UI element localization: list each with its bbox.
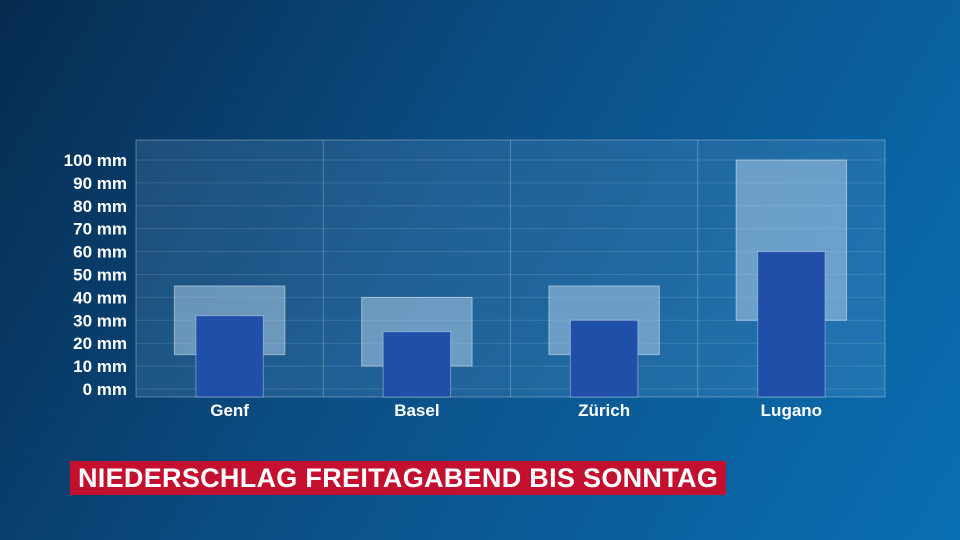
bar-genf — [195, 315, 264, 398]
x-tick-label: Genf — [210, 401, 249, 420]
y-tick-label: 0 mm — [83, 380, 127, 399]
x-axis: Genf Basel Zürich Lugano — [210, 401, 822, 420]
y-tick-label: 10 mm — [73, 357, 127, 376]
x-tick-label: Zürich — [578, 401, 630, 420]
bar-zürich — [569, 319, 639, 398]
y-tick-label: 60 mm — [73, 243, 127, 262]
y-tick-label: 70 mm — [73, 220, 127, 239]
y-tick-label: 20 mm — [73, 334, 127, 353]
x-tick-label: Lugano — [761, 401, 822, 420]
x-tick-label: Basel — [394, 401, 439, 420]
plot-frame — [135, 139, 886, 398]
bar-lugano — [757, 251, 826, 398]
y-tick-label: 90 mm — [73, 174, 127, 193]
y-tick-label: 100 mm — [64, 151, 127, 170]
y-tick-label: 50 mm — [73, 266, 127, 285]
bars — [195, 251, 826, 398]
y-tick-label: 80 mm — [73, 197, 127, 216]
y-axis: 0 mm 10 mm 20 mm 30 mm 40 mm 50 mm 60 mm 70 mm 8… — [64, 151, 127, 399]
y-tick-label: 40 mm — [73, 288, 127, 307]
chart-caption: NIEDERSCHLAG FREITAGABEND BIS SONNTAG — [70, 461, 727, 495]
bar-basel — [382, 331, 452, 398]
y-tick-label: 30 mm — [73, 311, 127, 330]
